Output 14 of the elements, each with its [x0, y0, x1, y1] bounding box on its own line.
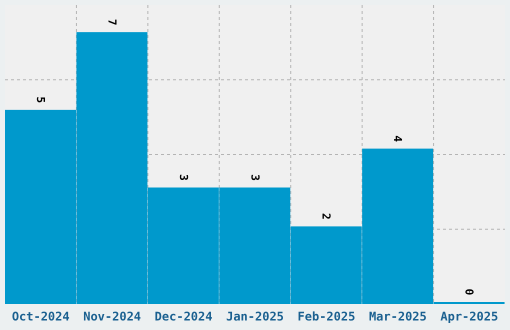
x-tick-label: Dec-2024	[154, 310, 212, 324]
data-label: 0	[462, 288, 476, 296]
x-tick-label: Apr-2025	[440, 310, 498, 324]
data-label: 5	[34, 96, 47, 104]
data-label: 7	[105, 18, 118, 26]
data-label: 4	[391, 135, 404, 142]
x-tick-label: Nov-2024	[83, 310, 142, 324]
x-tick-label: Feb-2025	[298, 310, 356, 324]
x-tick-label: Oct-2024	[12, 310, 70, 324]
data-label: 3	[176, 174, 190, 181]
x-tick-label: Jan-2025	[226, 310, 284, 324]
x-tick-label: Mar-2025	[368, 310, 427, 324]
data-label: 3	[248, 174, 262, 181]
data-label: 2	[320, 213, 333, 220]
